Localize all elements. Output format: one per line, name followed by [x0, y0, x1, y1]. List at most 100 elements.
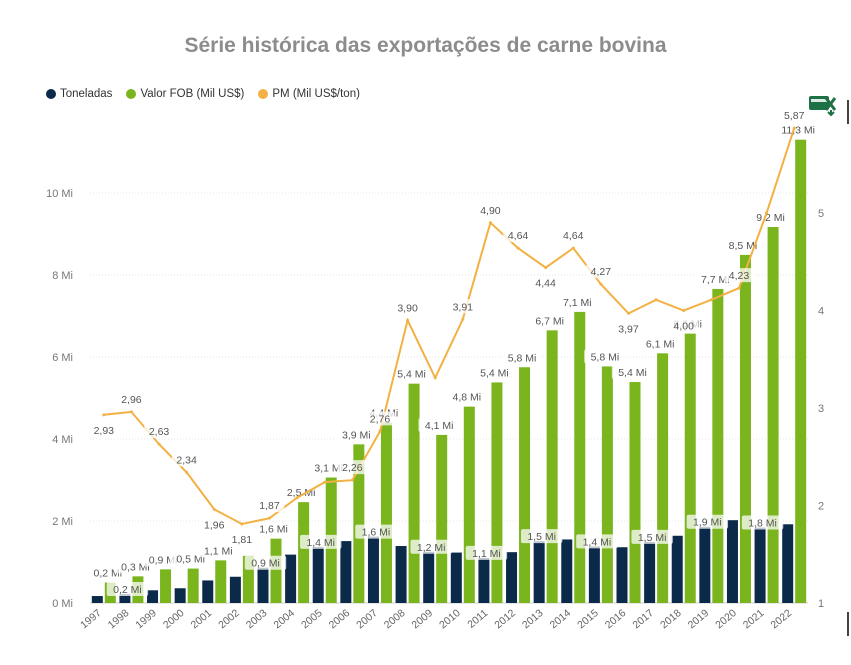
legend-swatch-pm [258, 89, 269, 99]
data-label-valor-fob-bg [749, 210, 792, 225]
data-label-valor-fob: 1,6 Mi [259, 524, 288, 536]
data-label-pm-bg [586, 264, 616, 279]
data-label-pm-bg [448, 299, 478, 314]
y-tick-label-right: 2 [818, 501, 824, 513]
x-tick-label: 2001 [189, 607, 215, 631]
excel-export-icon[interactable] [808, 94, 838, 117]
data-label-pm-bg [116, 391, 147, 406]
point-pm [461, 317, 465, 321]
x-tick-label: 2009 [410, 607, 436, 631]
data-label-toneladas: 1,4 Mi [306, 537, 335, 549]
data-label-pm: 2,63 [149, 426, 170, 438]
data-label-pm-bg [558, 228, 589, 243]
bar-toneladas [174, 588, 186, 603]
data-label-valor-fob: 8,5 Mi [729, 240, 758, 252]
bar-valor-fob [739, 254, 751, 603]
bar-valor-fob [546, 330, 558, 603]
data-label-pm: 2,76 [370, 413, 391, 425]
data-label-toneladas: 1,5 Mi [527, 531, 556, 543]
data-label-pm-bg [530, 275, 561, 290]
x-tick-label: 2020 [713, 607, 739, 631]
x-tick-label: 1997 [78, 607, 104, 631]
bar-toneladas [395, 546, 407, 603]
data-label-toneladas-bg [576, 534, 618, 549]
data-label-toneladas-bg [741, 515, 784, 530]
point-pm [295, 496, 299, 500]
x-tick-label: 2010 [437, 607, 463, 631]
bar-toneladas [312, 546, 324, 603]
bar-toneladas [229, 576, 241, 603]
data-label-pm-bg [171, 452, 202, 467]
bar-valor-fob [436, 434, 448, 603]
bar-toneladas [91, 596, 103, 603]
bar-toneladas [616, 547, 628, 603]
x-tick-label: 2006 [327, 607, 353, 631]
line-pm [103, 127, 796, 526]
data-label-pm-bg [779, 108, 809, 123]
data-label-valor-fob-bg [528, 313, 571, 328]
data-label-toneladas: 1,9 Mi [693, 517, 722, 529]
data-label-toneladas: 1,1 Mi [472, 548, 501, 560]
data-label-toneladas: 1,5 Mi [638, 532, 667, 544]
bar-toneladas [423, 551, 435, 603]
bar-valor-fob [160, 569, 172, 603]
point-pm [212, 507, 216, 511]
point-pm [765, 211, 769, 215]
data-label-pm: 1,96 [204, 519, 225, 531]
x-tick-label: 2007 [354, 607, 380, 631]
data-label-valor-fob: 11,3 Mi [781, 125, 815, 137]
data-label-pm: 4,64 [508, 230, 529, 242]
y-tick-label-left: 4 Mi [52, 434, 73, 446]
data-label-pm: 4,64 [563, 230, 584, 242]
data-label-pm: 4,44 [535, 278, 556, 290]
data-label-valor-fob: 5,4 Mi [397, 369, 426, 381]
x-tick-label: 2004 [271, 607, 297, 631]
point-pm [654, 298, 658, 302]
bar-toneladas [478, 557, 490, 603]
data-label-valor-fob: 3,1 Mi [314, 463, 343, 475]
point-pm [240, 522, 244, 526]
data-label-valor-fob: 5,4 Mi [618, 367, 647, 379]
bar-toneladas [285, 554, 297, 603]
bar-toneladas [754, 527, 766, 603]
bar-toneladas [257, 567, 269, 603]
x-tick-label: 2016 [603, 607, 629, 631]
point-pm [433, 376, 437, 380]
legend-item-toneladas[interactable]: Toneladas [46, 88, 112, 100]
bar-valor-fob [601, 366, 613, 603]
x-tick-label: 2002 [216, 607, 242, 631]
y-tick-label-left: 6 Mi [52, 352, 73, 364]
bar-toneladas [671, 535, 683, 603]
data-label-toneladas: 1,6 Mi [362, 527, 391, 539]
point-pm [157, 442, 161, 446]
data-label-toneladas: 1,2 Mi [417, 542, 446, 554]
bar-valor-fob [712, 288, 724, 603]
data-label-toneladas-bg [631, 529, 673, 544]
x-tick-label: 2003 [244, 607, 270, 631]
data-label-pm: 2,93 [94, 425, 115, 437]
x-tick-label: 2012 [492, 607, 518, 631]
data-label-valor-fob-bg [501, 350, 543, 365]
legend-item-valor-fob[interactable]: Valor FOB (Mil US$) [126, 88, 244, 100]
y-tick-label-right: 3 [818, 403, 824, 415]
data-label-pm-bg [365, 411, 395, 426]
point-pm [102, 413, 106, 417]
data-label-toneladas: 0,2 Mi [113, 584, 142, 596]
bar-toneladas [340, 541, 352, 603]
data-label-valor-fob: 3,9 Mi [342, 429, 371, 441]
data-label-pm-bg [392, 300, 423, 315]
point-pm [792, 126, 796, 130]
data-label-toneladas-bg [410, 539, 452, 554]
bar-valor-fob [380, 422, 392, 603]
x-tick-label: 2008 [382, 607, 408, 631]
point-pm [129, 410, 133, 414]
window-edge-marker [847, 100, 849, 124]
legend-item-pm[interactable]: PM (Mil US$/ton) [258, 88, 360, 100]
data-label-valor-fob: 7,7 Mi [701, 274, 730, 286]
data-label-pm-bg [668, 318, 699, 333]
window-edge-marker-bottom [847, 612, 849, 636]
bar-valor-fob [519, 367, 531, 603]
data-label-pm-bg [227, 532, 257, 547]
data-label-valor-fob-bg [252, 521, 295, 536]
data-label-pm: 3,97 [618, 323, 639, 335]
